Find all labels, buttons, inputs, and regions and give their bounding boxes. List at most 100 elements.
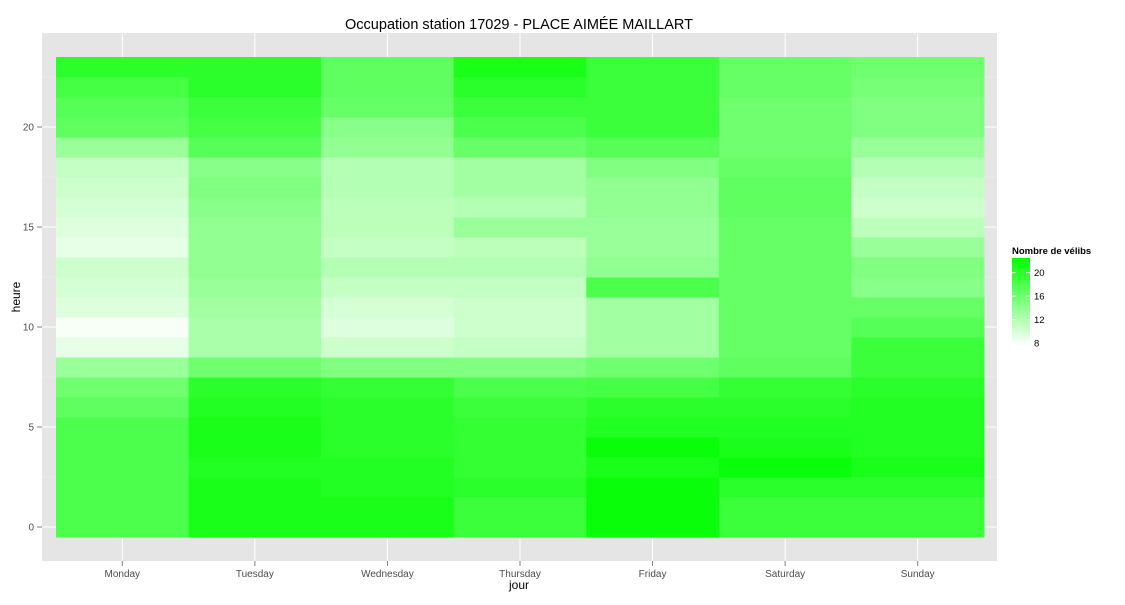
heatmap-cell	[321, 417, 455, 438]
heatmap-cell	[188, 397, 322, 418]
heatmap-cell	[453, 177, 587, 198]
heatmap-cell	[188, 437, 322, 458]
heatmap-cell	[851, 517, 985, 538]
heatmap-cell	[321, 277, 455, 298]
heatmap-cell	[586, 337, 720, 358]
heatmap-cell	[718, 417, 852, 438]
heatmap-cell	[188, 457, 322, 478]
heatmap-cell	[718, 57, 852, 78]
heatmap-cell	[321, 197, 455, 218]
heatmap-cell	[56, 237, 190, 258]
heatmap-cell	[586, 437, 720, 458]
heatmap-cell	[586, 117, 720, 138]
heatmap-cell	[718, 157, 852, 178]
heatmap-cell	[718, 177, 852, 198]
heatmap-cell	[188, 357, 322, 378]
heatmap-cell	[453, 377, 587, 398]
heatmap-cell	[321, 437, 455, 458]
heatmap-cell	[718, 337, 852, 358]
heatmap-cell	[188, 197, 322, 218]
heatmap-cell	[188, 497, 322, 518]
heatmap-cell	[718, 457, 852, 478]
heatmap-cell	[56, 157, 190, 178]
heatmap-cell	[188, 77, 322, 98]
heatmap-cell	[56, 77, 190, 98]
heatmap-cell	[851, 117, 985, 138]
heatmap-cell	[586, 497, 720, 518]
heatmap-cell	[851, 257, 985, 278]
heatmap-cell	[453, 417, 587, 438]
heatmap-cell	[851, 377, 985, 398]
heatmap-cell	[586, 317, 720, 338]
heatmap-cell	[851, 177, 985, 198]
heatmap-cell	[586, 457, 720, 478]
heatmap-cell	[188, 217, 322, 238]
heatmap-cell	[851, 237, 985, 258]
y-tick-label: 0	[28, 523, 34, 534]
heatmap-cell	[188, 297, 322, 318]
y-axis: 0 5 10 15 20	[23, 123, 42, 534]
heatmap-cell	[188, 117, 322, 138]
heatmap-cell	[188, 317, 322, 338]
heatmap-cell	[321, 357, 455, 378]
x-tick-label: Friday	[639, 569, 667, 580]
legend-colorbar	[1012, 258, 1030, 346]
heatmap-cell	[851, 357, 985, 378]
heatmap-cell	[56, 437, 190, 458]
heatmap-cell	[453, 277, 587, 298]
y-tick-label: 20	[23, 123, 35, 134]
x-tick-label: Wednesday	[361, 569, 414, 580]
heatmap-cell	[718, 77, 852, 98]
heatmap-cell	[586, 217, 720, 238]
heatmap-cell	[56, 297, 190, 318]
heatmap-cell	[586, 257, 720, 278]
heatmap-cell	[851, 197, 985, 218]
heatmap-cell	[586, 357, 720, 378]
heatmap-cell	[321, 117, 455, 138]
heatmap-cell	[56, 217, 190, 238]
heatmap-cell	[56, 257, 190, 278]
heatmap-cell	[321, 257, 455, 278]
legend-tick-label: 16	[1034, 292, 1045, 303]
heatmap-cell	[56, 97, 190, 118]
heatmap-cell	[453, 197, 587, 218]
heatmap-cell	[188, 257, 322, 278]
y-axis-title: heure	[9, 281, 23, 312]
heatmap-cell	[321, 137, 455, 158]
heatmap-cell	[453, 217, 587, 238]
heatmap-cell	[56, 357, 190, 378]
heatmap-cell	[453, 437, 587, 458]
heatmap-tiles	[56, 57, 985, 538]
heatmap-cell	[56, 117, 190, 138]
y-tick-label: 10	[23, 323, 35, 334]
heatmap-cell	[718, 277, 852, 298]
heatmap-cell	[188, 157, 322, 178]
heatmap-cell	[453, 497, 587, 518]
heatmap-cell	[188, 277, 322, 298]
heatmap-cell	[188, 177, 322, 198]
heatmap-cell	[718, 377, 852, 398]
heatmap-cell	[586, 397, 720, 418]
heatmap-cell	[586, 157, 720, 178]
heatmap-cell	[321, 317, 455, 338]
heatmap-cell	[718, 437, 852, 458]
heatmap-cell	[718, 237, 852, 258]
heatmap-cell	[851, 337, 985, 358]
heatmap-cell	[56, 517, 190, 538]
heatmap-cell	[453, 477, 587, 498]
y-tick-label: 15	[23, 223, 35, 234]
heatmap-cell	[718, 397, 852, 418]
heatmap-cell	[851, 97, 985, 118]
heatmap-cell	[56, 337, 190, 358]
heatmap-cell	[56, 197, 190, 218]
heatmap-cell	[718, 317, 852, 338]
heatmap-cell	[188, 337, 322, 358]
heatmap-cell	[56, 317, 190, 338]
heatmap-cell	[188, 417, 322, 438]
heatmap-cell	[586, 277, 720, 298]
color-legend: Nombre de vélibs 8 12 16 20	[1012, 246, 1091, 350]
heatmap-cell	[453, 117, 587, 138]
heatmap-cell	[586, 97, 720, 118]
x-axis-title: jour	[508, 578, 529, 592]
